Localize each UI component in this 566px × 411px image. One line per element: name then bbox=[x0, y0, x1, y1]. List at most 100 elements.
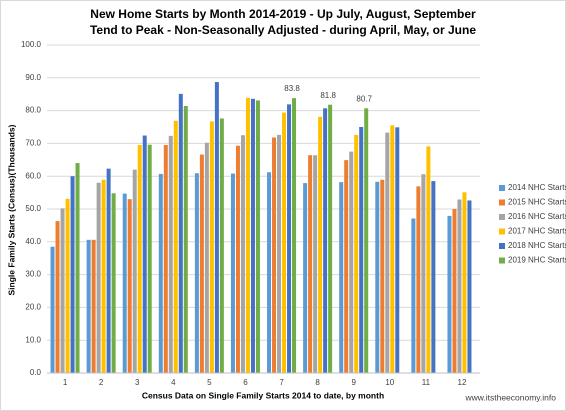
bar bbox=[250, 98, 255, 374]
x-tick-label: 3 bbox=[135, 378, 140, 387]
legend-swatch bbox=[499, 214, 505, 220]
bar bbox=[462, 192, 467, 373]
bar bbox=[163, 145, 168, 373]
bar bbox=[75, 163, 80, 373]
bar bbox=[308, 155, 313, 373]
data-label: 83.8 bbox=[284, 84, 300, 93]
bar bbox=[50, 246, 55, 373]
y-tick-label: 80.0 bbox=[25, 106, 41, 115]
y-tick-label: 70.0 bbox=[25, 139, 41, 148]
source-note: www.itstheeconomy.info bbox=[464, 392, 556, 402]
legend-swatch bbox=[499, 243, 505, 249]
bar bbox=[168, 135, 173, 373]
legend-label: 2015 NHC Starts bbox=[508, 198, 566, 207]
bar bbox=[292, 98, 297, 374]
bar bbox=[267, 172, 272, 373]
bar bbox=[467, 200, 472, 373]
bar bbox=[431, 181, 436, 373]
x-tick-label: 2 bbox=[99, 378, 104, 387]
bar bbox=[132, 169, 137, 373]
legend-label: 2018 NHC Starts bbox=[508, 241, 566, 250]
bar bbox=[287, 104, 292, 374]
chart-title: New Home Starts by Month 2014-2019 - Up … bbox=[90, 7, 476, 21]
x-tick-label: 5 bbox=[207, 378, 212, 387]
bar bbox=[452, 209, 457, 373]
bar bbox=[230, 173, 235, 373]
bar bbox=[421, 174, 426, 373]
bar bbox=[303, 183, 308, 373]
bar bbox=[255, 100, 260, 373]
legend-swatch bbox=[499, 257, 505, 264]
legend-swatch bbox=[499, 185, 505, 191]
y-tick-label: 20.0 bbox=[25, 303, 41, 312]
bar bbox=[214, 82, 219, 374]
bar bbox=[55, 221, 60, 373]
bar bbox=[416, 186, 421, 373]
x-axis-title: Census Data on Single Family Starts 2014… bbox=[142, 390, 384, 400]
data-label: 81.8 bbox=[320, 91, 336, 100]
y-tick-label: 30.0 bbox=[25, 270, 41, 279]
legend-swatch bbox=[499, 199, 505, 206]
legend-label: 2016 NHC Starts bbox=[508, 212, 566, 221]
bar bbox=[209, 121, 214, 373]
y-tick-label: 10.0 bbox=[25, 335, 41, 344]
x-tick-label: 4 bbox=[171, 378, 176, 387]
bar bbox=[313, 155, 318, 373]
bar bbox=[426, 146, 431, 373]
bar bbox=[96, 182, 101, 373]
x-tick-label: 7 bbox=[279, 378, 284, 387]
bar bbox=[354, 134, 359, 373]
bar bbox=[101, 179, 106, 373]
legend-label: 2019 NHC Starts bbox=[508, 256, 566, 265]
bar bbox=[183, 106, 188, 374]
bar bbox=[158, 173, 163, 373]
data-label: 80.7 bbox=[356, 94, 372, 103]
chart-title: Tend to Peak - Non-Seasonally Adjusted -… bbox=[90, 23, 476, 37]
bar bbox=[173, 120, 178, 373]
bar bbox=[65, 198, 70, 373]
x-tick-label: 1 bbox=[63, 378, 68, 387]
bar bbox=[385, 132, 390, 373]
bar bbox=[411, 218, 416, 373]
bar bbox=[86, 239, 91, 373]
bar bbox=[240, 135, 245, 373]
legend-label: 2017 NHC Starts bbox=[508, 227, 566, 236]
bar bbox=[204, 142, 209, 373]
bar bbox=[328, 104, 333, 374]
y-tick-label: 90.0 bbox=[25, 73, 41, 82]
bar bbox=[344, 160, 349, 373]
bar bbox=[380, 179, 385, 373]
y-axis-title: Single Family Starts (Census)(Thousands) bbox=[6, 124, 16, 295]
bar bbox=[318, 116, 323, 373]
bar bbox=[349, 151, 354, 373]
bar bbox=[147, 144, 152, 373]
bar bbox=[282, 112, 287, 374]
x-tick-label: 9 bbox=[351, 378, 356, 387]
bar bbox=[194, 173, 199, 373]
x-tick-label: 12 bbox=[458, 378, 467, 387]
legend-swatch bbox=[499, 228, 505, 235]
bar bbox=[106, 168, 111, 373]
bar bbox=[142, 135, 147, 373]
bar bbox=[277, 134, 282, 373]
bar bbox=[199, 154, 204, 373]
bar bbox=[364, 108, 369, 373]
bar bbox=[111, 193, 116, 373]
y-tick-label: 0.0 bbox=[30, 368, 42, 377]
bar bbox=[447, 215, 452, 373]
legend-label: 2014 NHC Starts bbox=[508, 183, 566, 192]
bar bbox=[323, 108, 328, 373]
bar bbox=[395, 127, 400, 373]
bar bbox=[122, 193, 127, 373]
bar bbox=[272, 137, 277, 373]
bar bbox=[91, 239, 96, 373]
y-tick-label: 40.0 bbox=[25, 237, 41, 246]
bar bbox=[245, 97, 250, 374]
bar bbox=[219, 118, 224, 373]
bar bbox=[70, 176, 75, 373]
bar bbox=[339, 182, 344, 373]
x-tick-label: 6 bbox=[243, 378, 248, 387]
x-tick-label: 11 bbox=[422, 378, 431, 387]
y-tick-label: 100.0 bbox=[21, 40, 42, 49]
